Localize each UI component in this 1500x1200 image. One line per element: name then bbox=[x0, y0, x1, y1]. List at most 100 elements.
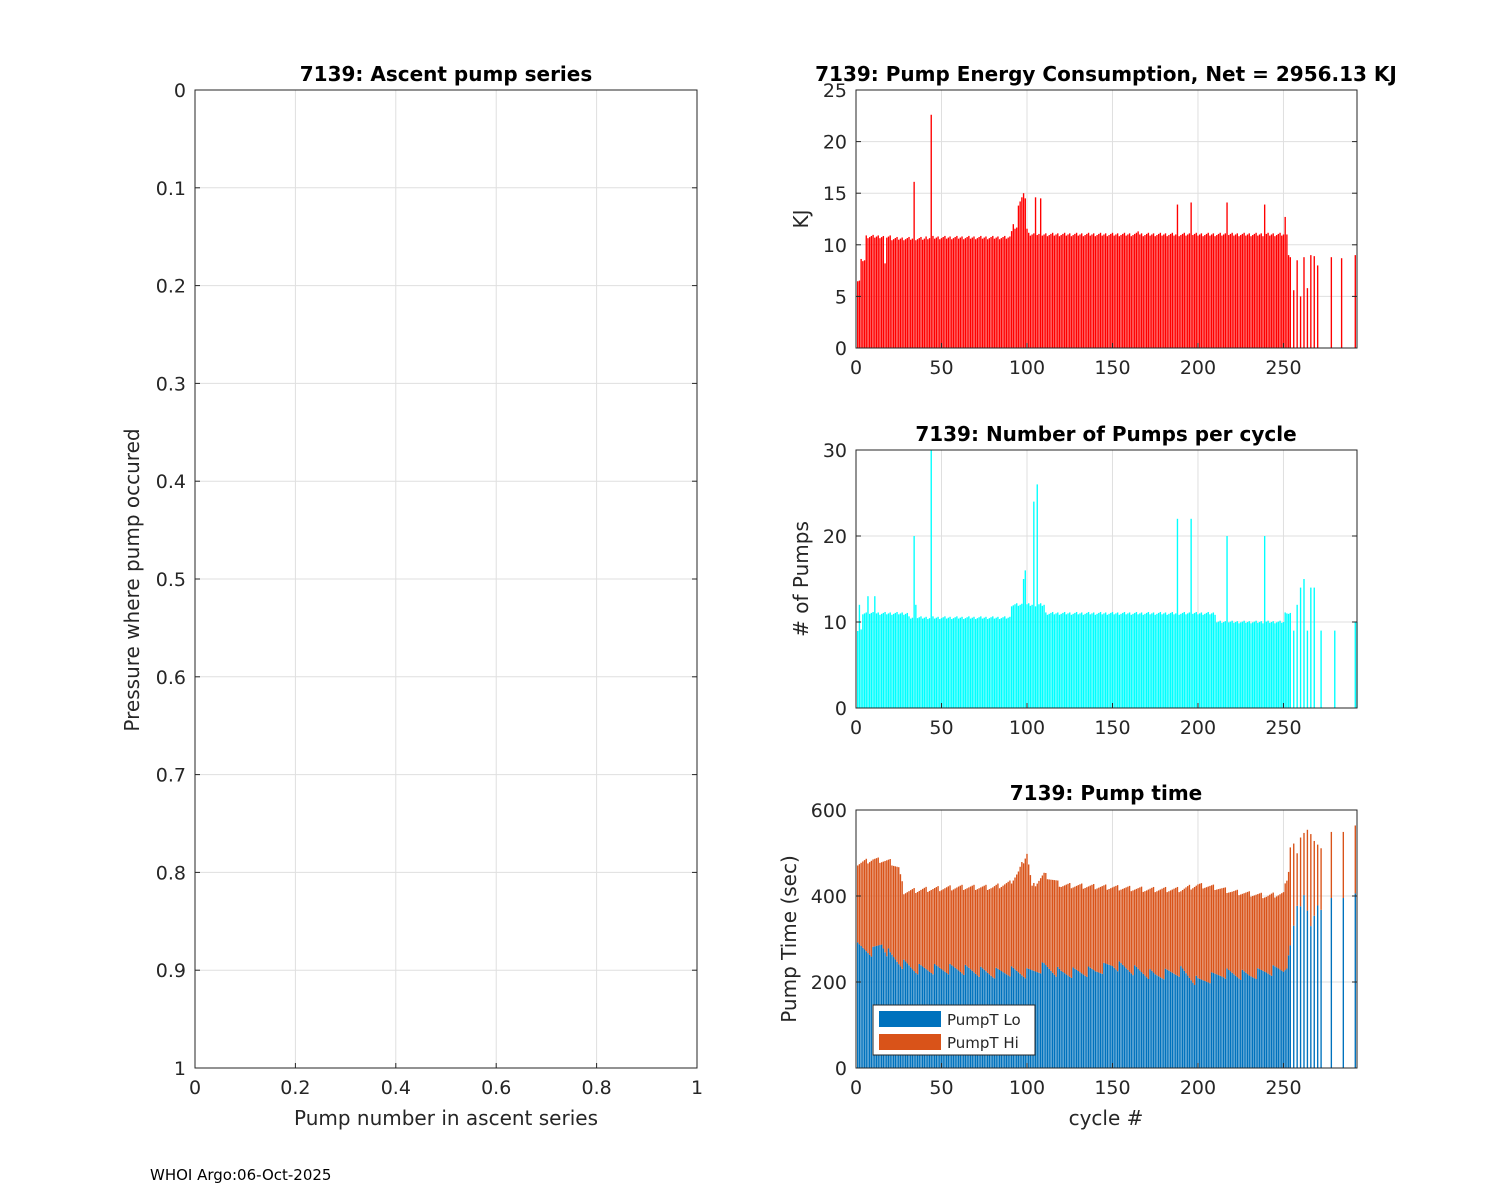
pumps-bar bbox=[1075, 611, 1078, 708]
pumpt-hi-bar bbox=[1098, 887, 1100, 973]
pumps-bar bbox=[1279, 620, 1281, 708]
pumpt-lo-bar bbox=[1060, 970, 1062, 1068]
energy-bar bbox=[1168, 235, 1170, 348]
pumps-bar bbox=[927, 619, 929, 708]
pumps-bar bbox=[1069, 612, 1071, 708]
energy-bar bbox=[1115, 234, 1117, 348]
energy-bar bbox=[1234, 234, 1237, 348]
pumps-bar bbox=[1024, 570, 1026, 708]
pumpt-lo-bar bbox=[1181, 968, 1184, 1068]
pumpt-hi-bar bbox=[1233, 891, 1235, 975]
pumpt-lo-bar bbox=[858, 944, 861, 1068]
pumps-bar bbox=[1010, 606, 1013, 708]
pumpt-lo-bar bbox=[1190, 980, 1192, 1068]
pumps-bar bbox=[1070, 614, 1073, 708]
pumpt-lo-bar bbox=[1166, 969, 1168, 1068]
pumps-bar bbox=[1286, 613, 1288, 708]
energy-bar bbox=[1043, 234, 1045, 348]
energy-bar bbox=[1079, 234, 1081, 348]
energy-bar bbox=[1219, 232, 1221, 348]
pumps-bar bbox=[1199, 613, 1201, 708]
pumpt-hi-bar bbox=[901, 881, 903, 969]
energy-bar bbox=[1098, 233, 1100, 348]
energy-bar bbox=[1110, 233, 1112, 348]
pumpt-hi-bar bbox=[1234, 890, 1237, 976]
energy-bar bbox=[1257, 235, 1259, 348]
pumps-bar bbox=[901, 612, 903, 708]
ascent-x-axis-label: Pump number in ascent series bbox=[294, 1106, 598, 1130]
pumpt-hi-bar bbox=[1046, 879, 1049, 967]
pumps-bar bbox=[969, 618, 972, 708]
energy-bar bbox=[1012, 224, 1014, 348]
pumptime-legend: PumpT Lo PumpT Hi bbox=[872, 1004, 1036, 1056]
energy-bar bbox=[1151, 234, 1153, 348]
ascent-x-tick-label: 1 bbox=[691, 1077, 703, 1099]
energy-bar bbox=[1084, 235, 1086, 348]
pumpt-lo-bar bbox=[1147, 978, 1150, 1068]
pumps-bar bbox=[1111, 611, 1114, 708]
pumpt-hi-bar bbox=[983, 885, 985, 970]
pumpt-lo-bar bbox=[1234, 975, 1237, 1068]
pumps-bar bbox=[1016, 603, 1018, 708]
pumps-bar bbox=[988, 618, 991, 708]
pumpt-lo-bar bbox=[1202, 980, 1204, 1068]
energy-bar bbox=[956, 235, 958, 348]
pumps-bar bbox=[1139, 613, 1141, 708]
pumps-bar bbox=[1255, 620, 1257, 708]
pumpt-hi-bar bbox=[1057, 880, 1059, 967]
ascent-x-tick-label: 0.4 bbox=[381, 1077, 411, 1099]
energy-bar bbox=[1145, 233, 1148, 348]
pumpt-hi-bar bbox=[961, 884, 963, 974]
pumpt-hi-bar bbox=[1111, 887, 1114, 967]
energy-bar bbox=[1163, 234, 1165, 348]
pumpt-lo-bar bbox=[1209, 983, 1211, 1068]
pumpt-hi-bar bbox=[1228, 892, 1230, 970]
pumpt-hi-bar bbox=[1245, 892, 1247, 973]
pumps-bar bbox=[1204, 613, 1206, 708]
energy-bar bbox=[1252, 235, 1254, 348]
energy-bar bbox=[1231, 232, 1233, 348]
pumps-bar bbox=[1334, 630, 1336, 708]
pumps-bar bbox=[1281, 622, 1283, 708]
pumpt-hi-bar bbox=[1010, 883, 1013, 967]
pumpt-hi-bar bbox=[976, 889, 979, 976]
pumpt-lo-bar bbox=[1116, 971, 1119, 1068]
pumps-bar bbox=[971, 617, 973, 708]
pumpt-hi-bar bbox=[1173, 888, 1175, 974]
pumpt-lo-bar bbox=[1159, 977, 1162, 1068]
pumpt-hi-bar bbox=[1137, 888, 1139, 969]
pumpt-hi-bar bbox=[1255, 894, 1257, 979]
pumpt-hi-bar bbox=[980, 887, 982, 967]
pumpt-hi-bar bbox=[1169, 890, 1172, 972]
pumps-bar bbox=[903, 614, 905, 708]
pumps-bar bbox=[1120, 613, 1122, 708]
pumps-bar bbox=[1055, 613, 1057, 708]
pumps-bar bbox=[1159, 611, 1162, 708]
pumpt-hi-bar bbox=[1142, 891, 1144, 974]
pumpt-hi-bar bbox=[1005, 883, 1008, 975]
pumps-bar bbox=[1104, 612, 1107, 708]
pumpt-hi-bar bbox=[966, 888, 968, 967]
energy-bar bbox=[1171, 232, 1174, 348]
pumps-bar bbox=[954, 617, 956, 708]
energy-bar bbox=[1106, 236, 1109, 348]
energy-bar bbox=[1046, 236, 1049, 348]
ascent-y-tick-label: 0.2 bbox=[156, 276, 186, 298]
energy-bar bbox=[1135, 232, 1138, 348]
pumps-bar bbox=[918, 617, 920, 708]
pumpt-hi-bar bbox=[1257, 894, 1259, 969]
energy-bar bbox=[1050, 233, 1052, 348]
pumps-bar bbox=[1034, 606, 1037, 708]
pumps-bar bbox=[1267, 620, 1269, 708]
pumpt-lo-bar bbox=[1267, 973, 1269, 1068]
pumpt-hi-bar bbox=[1063, 885, 1066, 974]
pumpt-hi-bar bbox=[886, 860, 888, 957]
pumps-bar bbox=[1067, 613, 1069, 708]
pumpt-hi-bar bbox=[1144, 891, 1146, 976]
energy-bar bbox=[1004, 235, 1006, 348]
pumpt-lo-bar bbox=[1253, 978, 1256, 1068]
pumpt-lo-bar bbox=[1099, 973, 1102, 1068]
pumpt-hi-bar bbox=[1065, 884, 1068, 975]
pumpt-hi-bar bbox=[964, 889, 967, 965]
pumpt-lo-bar bbox=[1111, 966, 1114, 1068]
